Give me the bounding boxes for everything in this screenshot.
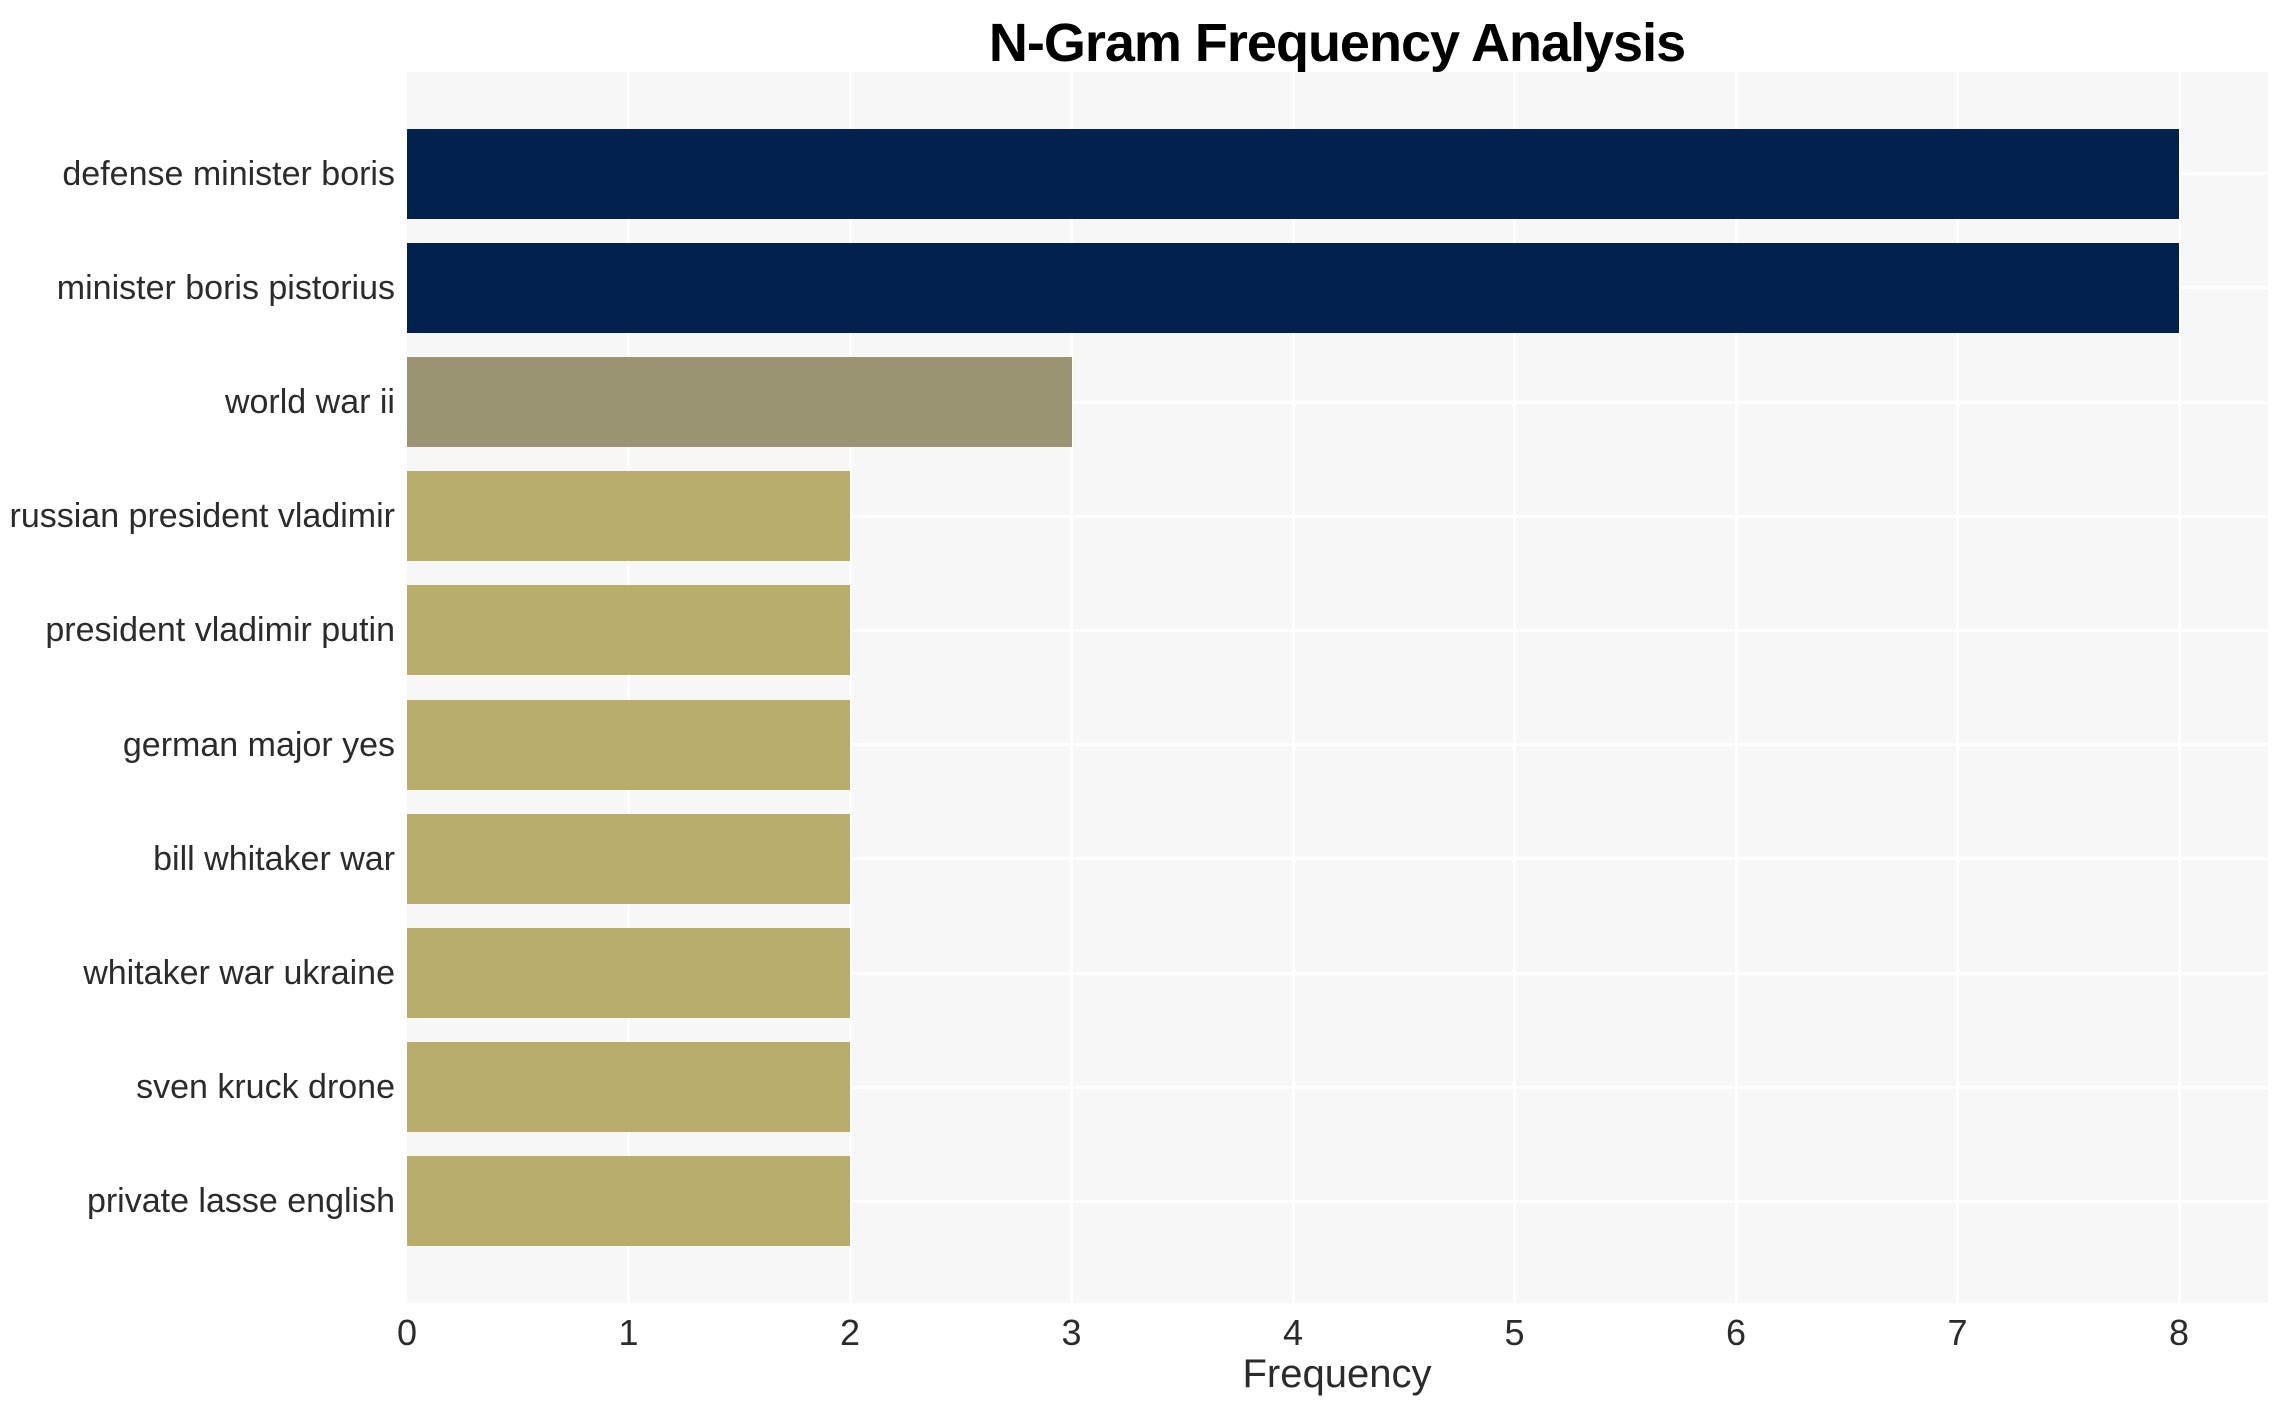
x-gridline [848, 72, 852, 1303]
y-gridline [407, 857, 2268, 861]
x-axis-title: Frequency [1242, 1352, 1432, 1396]
bar [407, 242, 2179, 333]
y-tick-label: sven kruck drone [136, 1068, 395, 1107]
y-tick-label: world war ii [224, 383, 395, 421]
x-tick-label: 7 [1947, 1312, 1968, 1353]
y-tick-label: defense minister boris [62, 154, 395, 193]
x-gridline [627, 72, 630, 1303]
y-gridline [407, 400, 2268, 404]
x-tick-label: 8 [2168, 1312, 2190, 1353]
bar [407, 1156, 850, 1247]
bar [407, 928, 850, 1018]
x-gridline [1513, 72, 1516, 1303]
x-tick-label: 0 [396, 1312, 418, 1353]
x-gridline [1734, 72, 1738, 1303]
y-tick-label: private lasse english [86, 1182, 395, 1221]
x-gridline [2177, 72, 2181, 1303]
y-gridline [407, 514, 2268, 518]
x-tick-label: 6 [1725, 1312, 1747, 1353]
bar [407, 585, 850, 676]
bar [407, 357, 1072, 447]
y-gridline [407, 1199, 2268, 1203]
x-gridline [1070, 72, 1073, 1303]
y-gridline [407, 1085, 2268, 1089]
bar [407, 1042, 850, 1133]
x-tick-label: 2 [839, 1312, 861, 1353]
x-tick-label: 1 [618, 1312, 639, 1353]
x-tick-label: 3 [1061, 1312, 1082, 1353]
bar [407, 813, 850, 904]
y-tick-label: whitaker war ukraine [83, 954, 395, 992]
y-gridline [407, 743, 2268, 747]
bar [407, 471, 850, 562]
bar [407, 699, 850, 790]
x-tick-label: 4 [1282, 1312, 1304, 1353]
y-gridline [407, 628, 2268, 632]
bar [407, 128, 2179, 219]
y-tick-label: minister boris pistorius [56, 268, 395, 307]
x-gridline [1956, 72, 1959, 1303]
chart-title: N-Gram Frequency Analysis [988, 13, 1686, 73]
y-tick-label: russian president vladimir [9, 497, 396, 536]
plot-area [407, 72, 2268, 1303]
x-tick-label: 5 [1504, 1312, 1525, 1353]
y-tick-label: german major yes [122, 725, 395, 764]
y-tick-label: president vladimir putin [45, 611, 395, 650]
x-gridline [1291, 72, 1295, 1303]
y-gridline [407, 971, 2268, 975]
y-tick-label: bill whitaker war [153, 839, 395, 878]
